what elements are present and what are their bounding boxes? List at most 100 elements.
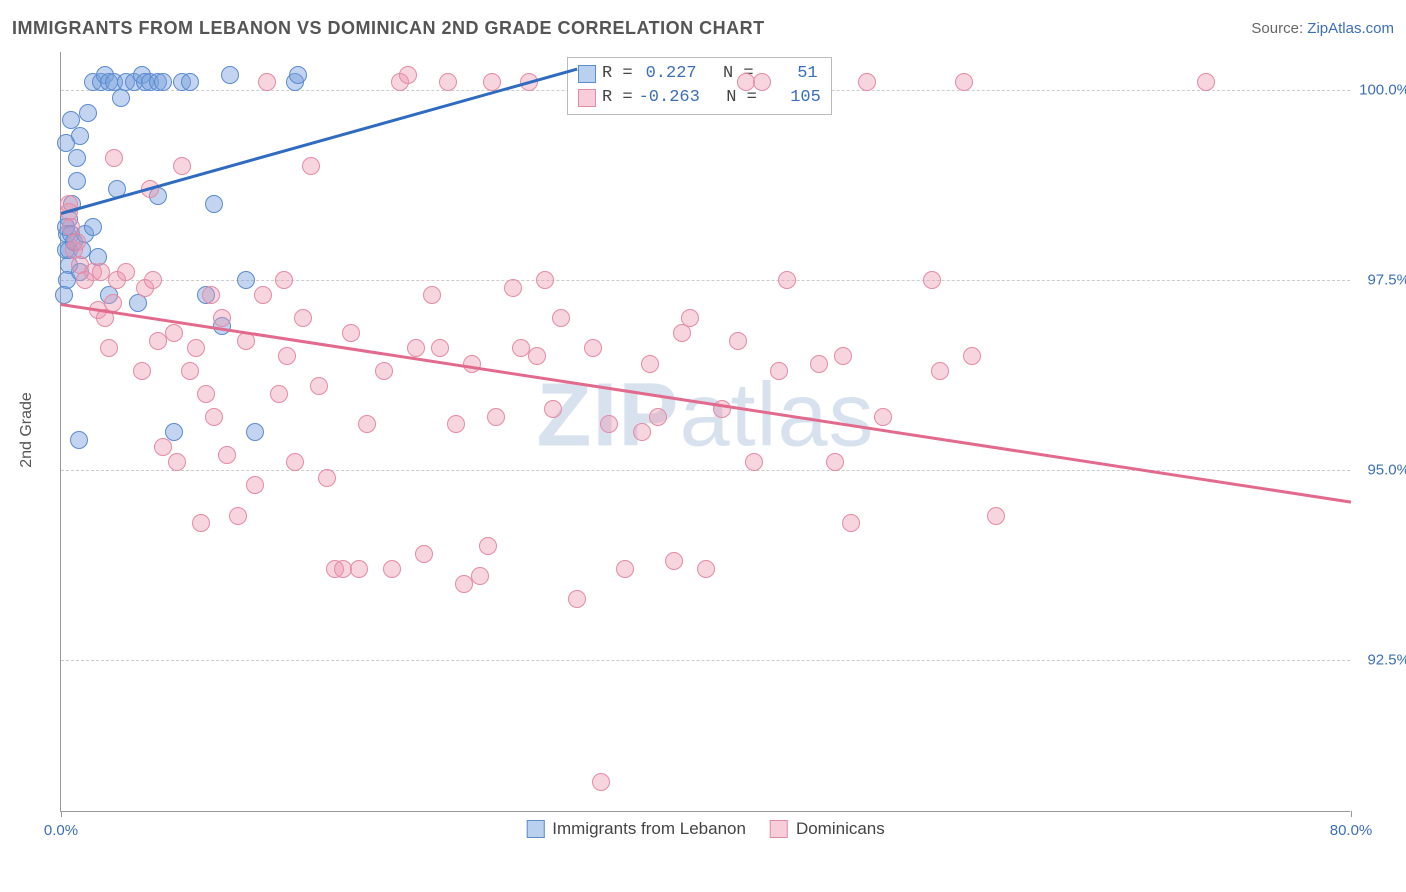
data-point [633,423,651,441]
data-point [536,271,554,289]
data-point [68,172,86,190]
data-point [600,415,618,433]
x-tick-label: 80.0% [1330,822,1373,839]
y-tick-label: 95.0% [1355,462,1406,479]
data-point [205,408,223,426]
data-point [858,73,876,91]
data-point [697,560,715,578]
data-point [955,73,973,91]
x-tick-label: 0.0% [44,822,78,839]
data-point [592,773,610,791]
data-point [270,385,288,403]
chart-title: IMMIGRANTS FROM LEBANON VS DOMINICAN 2ND… [12,18,765,39]
data-point [84,218,102,236]
data-point [375,362,393,380]
data-point [544,400,562,418]
data-point [770,362,788,380]
legend-swatch [526,820,544,838]
y-tick-label: 100.0% [1355,82,1406,99]
legend-r-label: R = [602,62,633,86]
data-point [181,73,199,91]
data-point [568,590,586,608]
data-point [246,476,264,494]
legend-row: R = -0.263 N = 105 [578,86,821,110]
legend-r-value: 0.227 [639,62,697,86]
watermark: ZIPatlas [536,365,874,468]
data-point [383,560,401,578]
data-point [745,453,763,471]
data-point [834,347,852,365]
data-point [202,286,220,304]
data-point [205,195,223,213]
data-point [641,355,659,373]
data-point [62,111,80,129]
data-point [144,271,162,289]
y-tick-label: 97.5% [1355,272,1406,289]
data-point [753,73,771,91]
data-point [246,423,264,441]
data-point [584,339,602,357]
x-tick-mark [1351,811,1352,817]
data-point [117,263,135,281]
source-link[interactable]: ZipAtlas.com [1307,20,1394,37]
data-point [487,408,505,426]
legend-r-label: R = [602,86,633,110]
data-point [665,552,683,570]
x-tick-mark [61,811,62,817]
data-point [294,309,312,327]
data-point [616,560,634,578]
data-point [197,385,215,403]
legend-swatch [578,65,596,83]
data-point [154,73,172,91]
data-point [213,309,231,327]
data-point [173,157,191,175]
data-point [154,438,172,456]
data-point [70,431,88,449]
data-point [729,332,747,350]
data-point [350,560,368,578]
data-point [218,446,236,464]
data-point [318,469,336,487]
data-point [310,377,328,395]
data-point [68,233,86,251]
data-point [79,104,97,122]
data-point [439,73,457,91]
y-tick-label: 92.5% [1355,652,1406,669]
data-point [923,271,941,289]
data-point [1197,73,1215,91]
legend-label: Dominicans [796,819,885,839]
data-point [358,415,376,433]
data-point [112,89,130,107]
data-point [57,134,75,152]
data-point [431,339,449,357]
legend-r-value: -0.263 [639,86,700,110]
data-point [963,347,981,365]
data-point [165,324,183,342]
correlation-legend: R = 0.227 N = 51 R = -0.263 N = 105 [567,57,832,115]
legend-row: R = 0.227 N = 51 [578,62,821,86]
data-point [874,408,892,426]
data-point [479,537,497,555]
series-legend: Immigrants from LebanonDominicans [526,819,885,839]
data-point [192,514,210,532]
source-attribution: Source: ZipAtlas.com [1251,20,1394,37]
data-point [254,286,272,304]
data-point [68,149,86,167]
data-point [931,362,949,380]
legend-n-value: 105 [763,86,821,110]
y-axis-title: 2nd Grade [18,392,36,468]
data-point [649,408,667,426]
data-point [286,453,304,471]
data-point [168,453,186,471]
scatter-chart: ZIPatlas 92.5%95.0%97.5%100.0%0.0%80.0% … [60,52,1350,812]
data-point [399,66,417,84]
data-point [552,309,570,327]
data-point [165,423,183,441]
data-point [187,339,205,357]
data-point [407,339,425,357]
data-point [275,271,293,289]
data-point [237,271,255,289]
data-point [289,66,307,84]
gridline [61,660,1350,661]
data-point [810,355,828,373]
